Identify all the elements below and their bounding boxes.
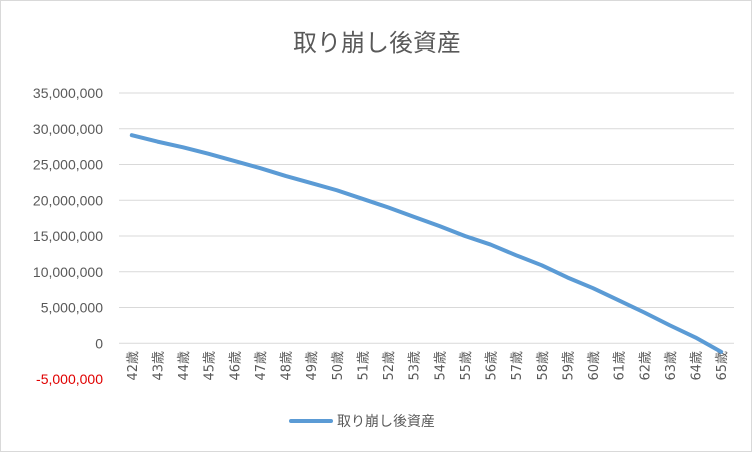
y-axis-ticks: 35,000,000 30,000,000 25,000,000 20,000,000…	[33, 85, 103, 387]
x-tick-label: 60歳	[587, 351, 602, 381]
x-tick-label: 56歳	[485, 351, 500, 381]
y-tick-label: 25,000,000	[33, 157, 103, 173]
legend: 取り崩し後資産	[291, 414, 435, 430]
x-axis-ticks: 42歳 43歳 44歳 45歳 46歳 47歳 48歳 49歳 50歳 51歳 52歳 53歳 54歳 5…	[126, 351, 730, 381]
y-tick-label: 0	[95, 335, 103, 351]
y-tick-label: 30,000,000	[33, 121, 103, 137]
x-tick-label: 48歳	[280, 351, 295, 381]
x-tick-label: 54歳	[433, 351, 448, 381]
x-tick-label: 57歳	[510, 351, 525, 381]
x-tick-label: 44歳	[177, 351, 192, 381]
x-tick-label: 58歳	[536, 351, 551, 381]
x-tick-label: 64歳	[690, 351, 705, 381]
x-tick-label: 61歳	[613, 351, 628, 381]
x-tick-label: 46歳	[228, 351, 243, 381]
legend-label: 取り崩し後資産	[337, 414, 435, 430]
y-tick-label: 20,000,000	[33, 192, 103, 208]
chart-title: 取り崩し後資産	[293, 29, 461, 57]
x-tick-label: 47歳	[254, 351, 269, 381]
series-group	[132, 135, 722, 352]
x-tick-label: 51歳	[356, 351, 371, 381]
x-tick-label: 53歳	[408, 351, 423, 381]
x-tick-label: 55歳	[459, 351, 474, 381]
y-tick-label: 15,000,000	[33, 228, 103, 244]
x-tick-label: 43歳	[151, 351, 166, 381]
x-tick-label: 45歳	[203, 351, 218, 381]
gridlines	[119, 93, 734, 343]
y-tick-label: -5,000,000	[36, 371, 103, 387]
x-tick-label: 63歳	[664, 351, 679, 381]
x-tick-label: 62歳	[638, 351, 653, 381]
x-tick-label: 50歳	[331, 351, 346, 381]
y-tick-label: 35,000,000	[33, 85, 103, 101]
y-tick-label: 10,000,000	[33, 264, 103, 280]
series-line	[132, 135, 721, 352]
x-tick-label: 59歳	[561, 351, 576, 381]
x-tick-label: 49歳	[305, 351, 320, 381]
y-tick-label: 5,000,000	[41, 300, 103, 316]
x-tick-label: 42歳	[126, 351, 141, 381]
x-tick-label: 65歳	[715, 351, 730, 381]
x-tick-label: 52歳	[382, 351, 397, 381]
